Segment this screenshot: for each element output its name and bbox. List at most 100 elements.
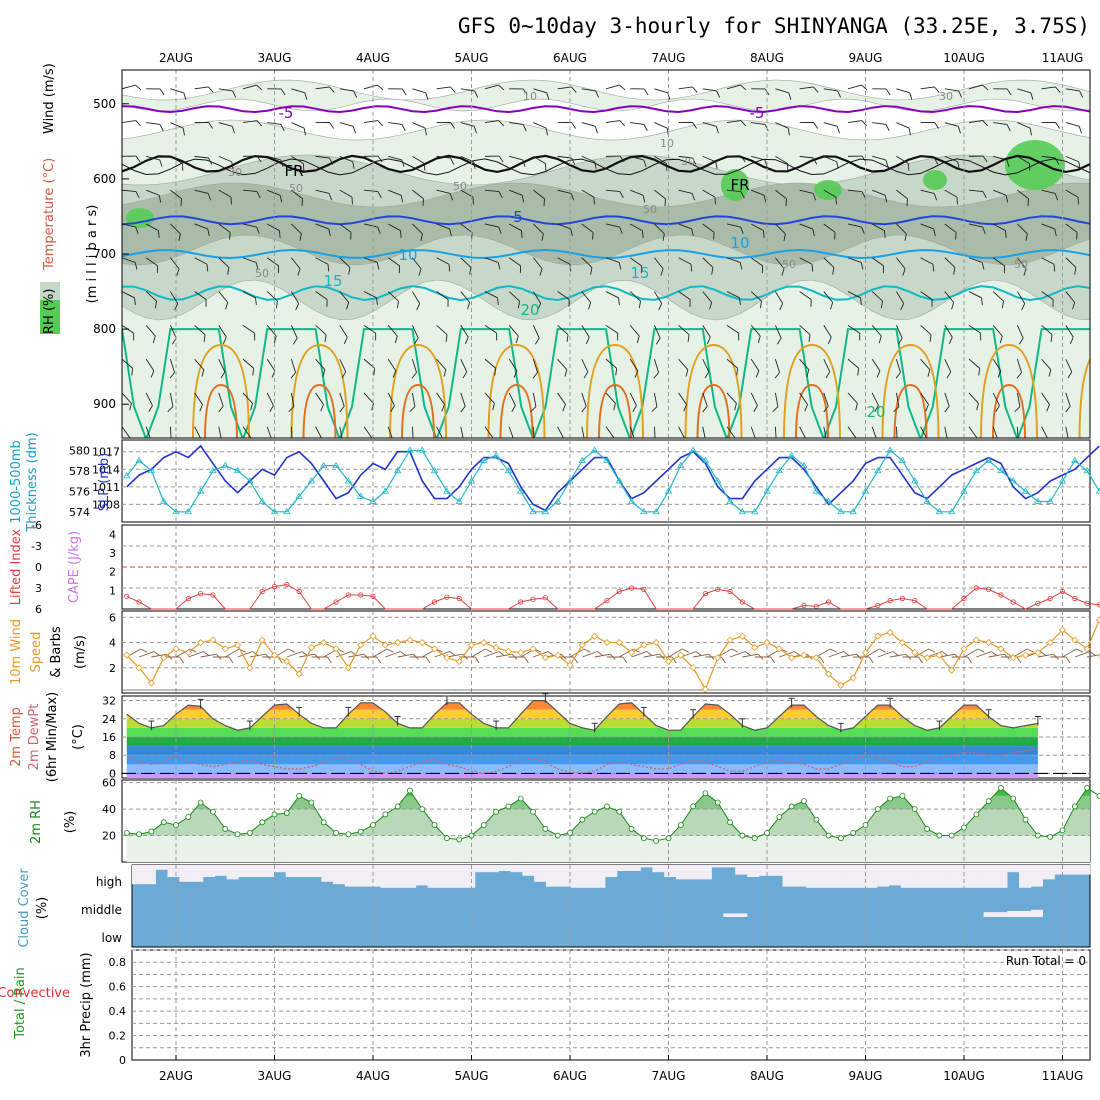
barb-staff (847, 426, 857, 438)
wind-speed-marker (591, 632, 599, 640)
isotherm-30 (992, 383, 1026, 438)
barb-staff (267, 155, 281, 161)
wind-barb (702, 223, 715, 240)
barb-staff (581, 88, 596, 92)
barb-staff (315, 257, 329, 265)
wind-barb (315, 358, 326, 377)
barb-flag (909, 92, 913, 100)
barb-staff (218, 291, 229, 303)
rh-contour-label: 50 (1014, 258, 1028, 271)
wind-barb (145, 392, 153, 412)
wind-speed-marker (541, 654, 549, 662)
wind-barb (122, 257, 138, 270)
wind-barb (267, 189, 283, 203)
barb-flag (208, 122, 214, 129)
barb-staff (702, 155, 716, 163)
barb-staff (557, 291, 570, 300)
barb-staff (944, 88, 959, 92)
pressure-tick-label: 500 (93, 97, 116, 111)
high-cloud-gap (380, 865, 393, 888)
barb-flag (785, 198, 787, 206)
wind-barb (871, 325, 882, 344)
wind-barb (557, 223, 573, 237)
barb-staff (446, 653, 463, 658)
rh-marker (517, 795, 524, 802)
high-cloud-gap (782, 865, 795, 887)
barb-flag (376, 262, 380, 270)
barb-flag (218, 405, 224, 413)
rh-marker (505, 803, 512, 810)
li-marker (801, 602, 807, 609)
barb-flag (1025, 233, 1028, 241)
wind-barb (775, 291, 784, 311)
barb-staff (412, 189, 424, 200)
wind-speed-marker (197, 638, 205, 647)
barb-staff (871, 358, 881, 372)
barb-flag (544, 163, 547, 171)
thickness-marker (849, 507, 857, 515)
barb-flag (958, 90, 963, 98)
thickness-marker (492, 451, 500, 458)
wind-barb (484, 257, 501, 270)
barb-staff (266, 358, 276, 372)
barb-staff (799, 325, 811, 335)
wind-speed-marker (566, 661, 574, 669)
li-marker (370, 593, 376, 600)
thickness-marker (406, 446, 414, 453)
barb-flag (895, 372, 901, 379)
high-cloud-gap (557, 865, 570, 887)
temperature-label: Temperature (°C) (42, 158, 57, 271)
bottom-day-labels: 2AUG 3AUG 4AUG 5AUG 6AUG 7AUG 8AUG 9AUG 10AUG 11A… (159, 1069, 1083, 1083)
barb-staff (968, 223, 983, 228)
barb-flag (521, 195, 525, 203)
barb-staff (654, 257, 664, 270)
rh-marker (764, 830, 770, 836)
barb-flag (460, 405, 466, 413)
wind-barb (194, 122, 214, 129)
isotherm-25 (586, 343, 644, 438)
wind-speed-marker (603, 638, 611, 647)
barb-staff (1017, 291, 1026, 304)
barb-flag (180, 198, 182, 206)
wind-speed-marker (467, 641, 476, 649)
rh-contour-label: 50 (643, 203, 657, 216)
barb-staff (847, 358, 859, 369)
barb-staff (944, 358, 952, 372)
barb-flag (135, 84, 142, 91)
wind-barb (339, 426, 343, 438)
wind-barb (920, 122, 940, 129)
barb-flag (288, 406, 295, 413)
barb-staff (799, 257, 813, 265)
barb-flag (907, 163, 910, 171)
barb-staff (895, 359, 902, 373)
barb-staff (266, 257, 279, 267)
high-cloud-gap (1007, 865, 1020, 873)
barb-flag (934, 86, 940, 93)
barb-flag (868, 656, 874, 664)
wind-barb (872, 155, 889, 167)
wind-barb (122, 155, 141, 163)
barb-staff (823, 122, 838, 127)
wind-barb (968, 358, 981, 376)
wind-speed-marker (135, 664, 143, 672)
barb-flag (636, 335, 640, 344)
barb-staff (169, 426, 172, 438)
wind-barb (436, 358, 447, 377)
wind-barb (775, 88, 792, 100)
top-day-labels: 2AUG 3AUG 4AUG 5AUG 6AUG 7AUG 8AUG 9AUG 10AUG 11A… (159, 51, 1083, 65)
wind-barb (484, 120, 505, 127)
wind-barb (992, 392, 1000, 412)
barb-staff (896, 155, 909, 164)
barb-flag (400, 195, 404, 203)
high-cloud-gap (699, 865, 712, 880)
wind-speed-marker (455, 657, 463, 666)
barb-staff (266, 325, 277, 337)
rh-marker (973, 811, 980, 818)
wind-barb (508, 257, 522, 274)
wind-barb (944, 426, 948, 438)
temp-band (126, 755, 1038, 765)
barb-flag (425, 656, 431, 664)
temp-tick-label: 8 (109, 749, 116, 762)
